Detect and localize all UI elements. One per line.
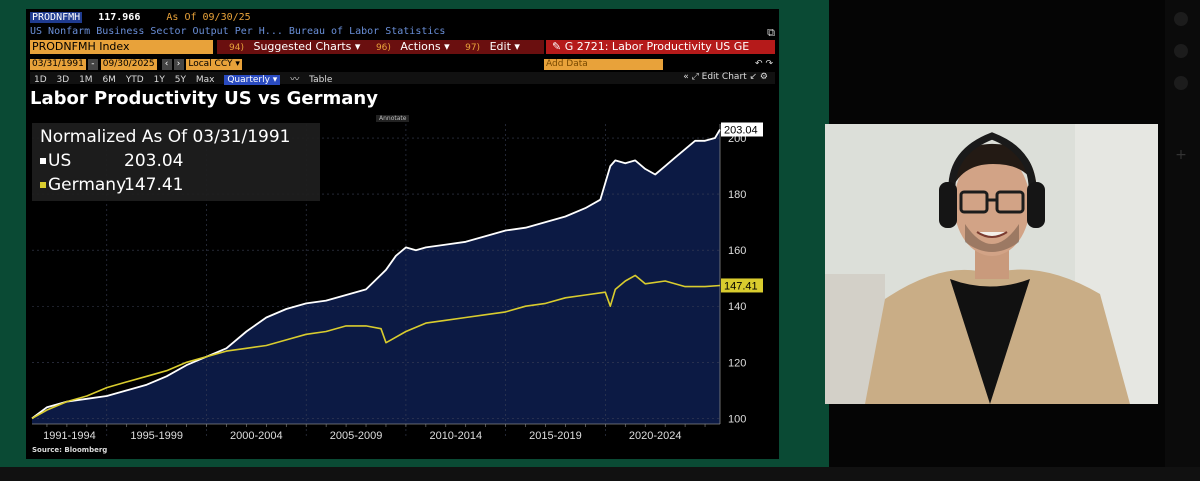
- period-6m[interactable]: 6M: [102, 75, 116, 85]
- legend-us: US 203.04: [40, 151, 183, 171]
- add-data-input[interactable]: Add Data: [544, 59, 663, 70]
- table-button[interactable]: Table: [309, 75, 333, 85]
- us-last-value-label-bg: [721, 122, 763, 137]
- y-tick-label: 140: [728, 301, 746, 313]
- headphone-right: [1027, 182, 1045, 228]
- chart-legend: Normalized As Of 03/31/1991 US 203.04 Ge…: [32, 123, 320, 201]
- legend-us-swatch: [40, 158, 46, 164]
- legend-germany: Germany 147.41: [40, 175, 183, 195]
- sidebar-dot-icon[interactable]: [1174, 44, 1188, 58]
- bloomberg-terminal: PRODNFMH 117.966 As Of 09/30/25 US Nonfa…: [26, 9, 779, 459]
- menu-bar: PRODNFMH Index 94) Suggested Charts ▾ 96…: [30, 40, 775, 54]
- x-tick-label: 2015-2019: [529, 430, 582, 442]
- security-description: US Nonfarm Business Sector Output Per H.…: [30, 26, 446, 37]
- next-arrow-icon[interactable]: ›: [173, 59, 184, 70]
- graph-title-tab[interactable]: ✎ G 2721: Labor Productivity US GE: [546, 40, 775, 54]
- y-tick-label: 160: [728, 245, 746, 257]
- headphone-left: [939, 182, 957, 228]
- x-tick-label: 2005-2009: [330, 430, 383, 442]
- period-1y[interactable]: 1Y: [153, 75, 165, 85]
- bottom-bar: [0, 467, 1200, 481]
- legend-germany-label: Germany: [48, 175, 127, 195]
- sidebar-dot-icon[interactable]: [1174, 12, 1188, 26]
- germany-last-value-label: 147.41: [724, 280, 758, 292]
- menu-group: 94) Suggested Charts ▾ 96) Actions ▾ 97)…: [217, 40, 544, 54]
- ticker-bar: PRODNFMH 117.966 As Of 09/30/25: [30, 12, 775, 24]
- us-last-value-label: 203.04: [724, 124, 758, 136]
- add-icon[interactable]: +: [1175, 147, 1187, 163]
- frequency-select[interactable]: Quarterly ▾: [224, 75, 281, 85]
- annotate-button[interactable]: Annotate: [376, 115, 410, 122]
- x-tick-label: 2000-2004: [230, 430, 283, 442]
- undo-redo-icon[interactable]: ↶ ↷: [755, 59, 773, 69]
- y-tick-label: 180: [728, 189, 746, 201]
- date-separator: -: [87, 59, 98, 70]
- germany-series-line: [31, 274, 721, 420]
- line-chart-icon[interactable]: 〰: [290, 75, 300, 85]
- last-price: 117.966: [98, 12, 141, 23]
- chart-title: Labor Productivity US vs Germany: [30, 88, 378, 109]
- period-1m[interactable]: 1M: [79, 75, 93, 85]
- end-date-field[interactable]: 09/30/2025: [100, 59, 157, 70]
- x-tick-label: 2010-2014: [429, 430, 482, 442]
- x-tick-label: 2020-2024: [629, 430, 682, 442]
- actions-menu[interactable]: 96) Actions ▾: [375, 40, 450, 53]
- as-of-date: As Of 09/30/25: [166, 12, 251, 23]
- period-toolbar: 1D 3D 1M 6M YTD 1Y 5Y Max Quarterly ▾ 〰 …: [30, 72, 775, 85]
- germany-last-value-label-bg: [721, 278, 763, 293]
- y-tick-label: 120: [728, 357, 746, 369]
- suggested-charts-menu[interactable]: 94) Suggested Charts ▾: [229, 40, 361, 53]
- edit-menu[interactable]: 97) Edit ▾: [465, 40, 520, 53]
- legend-germany-value: 147.41: [124, 175, 184, 195]
- us-series-line: [31, 129, 721, 420]
- period-1d[interactable]: 1D: [34, 75, 47, 85]
- ticker-symbol[interactable]: PRODNFMH: [30, 12, 83, 23]
- export-icon[interactable]: ⧉: [767, 26, 775, 39]
- presentation-frame: PRODNFMH 117.966 As Of 09/30/25 US Nonfa…: [0, 0, 829, 467]
- legend-heading: Normalized As Of 03/31/1991: [40, 127, 291, 147]
- prev-arrow-icon[interactable]: ‹: [161, 59, 172, 70]
- period-3d[interactable]: 3D: [56, 75, 70, 85]
- x-tick-label: 1991-1994: [43, 430, 96, 442]
- y-tick-label: 100: [728, 413, 746, 425]
- period-ytd[interactable]: YTD: [125, 75, 144, 85]
- legend-us-label: US: [48, 151, 72, 171]
- security-field[interactable]: PRODNFMH Index: [30, 40, 213, 54]
- right-sidebar: +: [1165, 0, 1200, 467]
- presenter-webcam: [825, 124, 1158, 404]
- presenter-face: [954, 152, 1030, 256]
- period-5y[interactable]: 5Y: [174, 75, 186, 85]
- currency-select[interactable]: Local CCY ▾: [186, 59, 242, 70]
- edit-chart-button[interactable]: « ⤢ Edit Chart ↙ ⚙: [683, 72, 768, 82]
- legend-us-value: 203.04: [124, 151, 184, 171]
- sidebar-dot-icon[interactable]: [1174, 76, 1188, 90]
- date-range-bar: 03/31/1991- 09/30/2025 ‹ › Local CCY ▾ Ad…: [30, 59, 775, 71]
- chart-source: Source: Bloomberg: [32, 446, 108, 454]
- x-tick-label: 1995-1999: [130, 430, 183, 442]
- us-area-fill: [32, 129, 720, 424]
- period-max[interactable]: Max: [195, 75, 215, 85]
- start-date-field[interactable]: 03/31/1991: [30, 59, 86, 70]
- legend-germany-swatch: [40, 182, 46, 188]
